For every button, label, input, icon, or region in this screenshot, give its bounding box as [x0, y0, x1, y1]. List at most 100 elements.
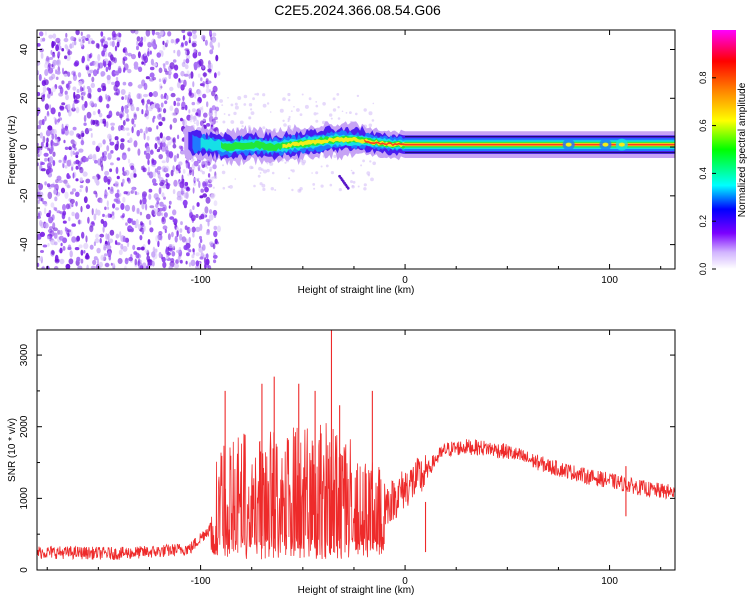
- y-tick-label: -40: [19, 237, 30, 252]
- noise-speck: [108, 110, 113, 118]
- noise-speck: [50, 146, 54, 153]
- noise-speck: [90, 82, 96, 88]
- noise-speck: [109, 141, 115, 146]
- ridge-blob-core: [565, 142, 572, 147]
- noise-speck: [104, 206, 107, 211]
- colorbar-tick-label: 0.4: [698, 167, 708, 180]
- noise-speck: [195, 214, 199, 218]
- noise-speck: [171, 112, 177, 117]
- noise-speck: [78, 244, 83, 249]
- noise-speck: [164, 228, 167, 234]
- noise-speck: [110, 162, 114, 166]
- noise-speck: [37, 234, 40, 241]
- noise-speck: [179, 181, 185, 189]
- noise-speck: [156, 211, 162, 217]
- noise-speck: [126, 132, 130, 136]
- colorbar-tick-label: 0.0: [698, 263, 708, 276]
- noise-speck: [58, 159, 62, 163]
- noise-speck: [209, 30, 212, 37]
- noise-speck: [38, 149, 42, 157]
- faint-speck: [259, 182, 263, 186]
- faint-speck: [266, 162, 269, 165]
- noise-speck: [206, 123, 211, 127]
- noise-speck: [141, 99, 144, 104]
- noise-speck: [156, 52, 162, 58]
- faint-speck: [191, 165, 195, 169]
- noise-speck: [62, 204, 66, 211]
- noise-speck: [212, 164, 217, 170]
- noise-speck: [42, 37, 46, 42]
- faint-speck: [315, 101, 318, 103]
- noise-speck: [154, 168, 158, 173]
- noise-speck: [143, 133, 146, 140]
- faint-speck: [299, 113, 303, 116]
- noise-speck: [83, 196, 88, 204]
- noise-speck: [182, 95, 185, 102]
- noise-speck: [207, 173, 211, 178]
- noise-speck: [172, 59, 177, 63]
- noise-speck: [207, 80, 212, 84]
- noise-speck: [165, 155, 170, 164]
- noise-speck: [53, 265, 59, 269]
- noise-speck: [75, 201, 78, 207]
- noise-speck: [76, 133, 80, 138]
- noise-speck: [110, 150, 114, 154]
- noise-speck: [48, 34, 53, 39]
- noise-speck: [213, 225, 218, 230]
- faint-speck: [256, 92, 260, 96]
- noise-speck: [62, 210, 67, 216]
- noise-speck: [80, 249, 84, 256]
- noise-speck: [100, 118, 103, 124]
- noise-speck: [107, 178, 111, 185]
- noise-speck: [186, 70, 190, 75]
- noise-speck: [46, 183, 51, 188]
- noise-speck: [145, 103, 148, 110]
- noise-speck: [190, 71, 194, 79]
- noise-speck: [65, 203, 70, 210]
- noise-speck: [207, 68, 212, 73]
- noise-speck: [177, 255, 181, 263]
- noise-speck: [138, 262, 143, 269]
- noise-speck: [127, 52, 133, 57]
- ridge-band-layer: [364, 139, 675, 147]
- faint-speck: [262, 187, 266, 191]
- faint-speck: [352, 172, 355, 174]
- noise-speck: [149, 72, 155, 78]
- noise-speck: [44, 157, 48, 162]
- noise-speck: [186, 186, 189, 191]
- noise-speck: [93, 103, 97, 108]
- noise-speck: [173, 218, 178, 225]
- noise-speck: [39, 31, 44, 37]
- noise-speck: [131, 126, 134, 134]
- noise-speck: [66, 159, 72, 167]
- noise-speck: [119, 142, 125, 150]
- noise-speck: [209, 41, 213, 48]
- noise-speck: [51, 250, 55, 256]
- noise-speck: [42, 94, 46, 98]
- noise-speck: [121, 152, 127, 161]
- noise-speck: [140, 246, 145, 251]
- noise-speck: [158, 121, 163, 127]
- noise-speck: [100, 198, 103, 204]
- noise-speck: [199, 235, 202, 240]
- noise-speck: [96, 209, 101, 216]
- faint-speck: [320, 165, 323, 168]
- noise-speck: [50, 107, 56, 115]
- noise-speck: [44, 31, 47, 36]
- noise-speck: [115, 70, 121, 74]
- faint-speck: [301, 93, 304, 96]
- faint-speck: [193, 117, 197, 122]
- noise-speck: [97, 54, 101, 62]
- noise-speck: [107, 206, 110, 210]
- noise-speck: [54, 207, 58, 212]
- noise-speck: [65, 263, 71, 269]
- noise-speck: [133, 112, 137, 118]
- noise-speck: [40, 52, 44, 59]
- noise-speck: [92, 69, 98, 77]
- faint-speck: [329, 113, 333, 117]
- noise-speck: [179, 228, 183, 233]
- noise-speck: [37, 125, 41, 130]
- noise-speck: [117, 32, 121, 37]
- y-tick-label: 0: [19, 567, 30, 573]
- spectrogram-x-axis: -100 0 100: [46, 30, 662, 286]
